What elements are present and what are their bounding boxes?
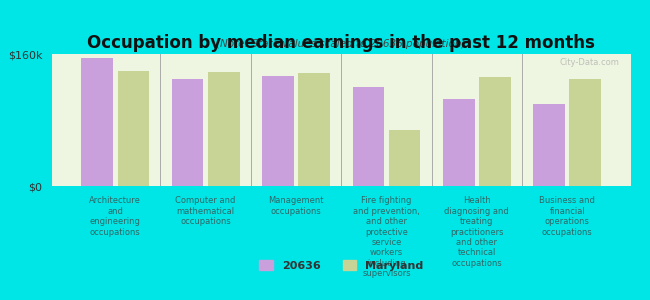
Bar — [479, 77, 511, 186]
Legend: 20636, Maryland: 20636, Maryland — [255, 256, 428, 275]
Title: Occupation by median earnings in the past 12 months: Occupation by median earnings in the pas… — [87, 34, 595, 52]
Bar — [298, 73, 330, 186]
Bar — [172, 79, 203, 186]
Bar — [81, 58, 113, 186]
Bar — [208, 72, 240, 186]
Bar — [569, 79, 601, 186]
Bar — [443, 99, 474, 186]
Text: (Note: State values scaled to 20636 population): (Note: State values scaled to 20636 popu… — [216, 39, 466, 49]
Bar — [534, 103, 565, 186]
Bar — [389, 130, 421, 186]
Bar — [262, 76, 294, 186]
Text: City-Data.com: City-Data.com — [559, 58, 619, 67]
Bar — [118, 70, 149, 186]
Bar — [352, 87, 384, 186]
